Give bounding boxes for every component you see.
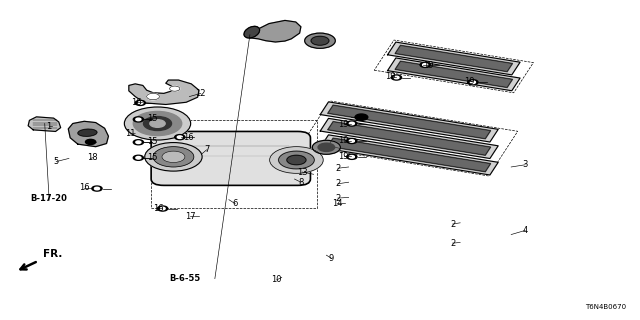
Circle shape <box>170 86 180 91</box>
Circle shape <box>136 141 141 143</box>
Circle shape <box>318 143 335 151</box>
Polygon shape <box>328 105 491 139</box>
Polygon shape <box>320 118 498 158</box>
Circle shape <box>312 140 340 154</box>
Polygon shape <box>68 121 108 147</box>
Text: 15: 15 <box>147 114 157 123</box>
Text: 6: 6 <box>232 199 238 208</box>
Text: 5: 5 <box>54 157 59 166</box>
Text: 19: 19 <box>464 77 474 86</box>
Ellipse shape <box>244 26 260 38</box>
Circle shape <box>349 156 355 158</box>
Circle shape <box>311 36 329 45</box>
Circle shape <box>420 62 430 68</box>
Polygon shape <box>320 135 498 175</box>
Circle shape <box>175 135 185 140</box>
Circle shape <box>138 102 143 104</box>
Circle shape <box>347 139 357 143</box>
Polygon shape <box>328 138 491 172</box>
Text: 19: 19 <box>385 72 396 81</box>
Circle shape <box>143 116 172 131</box>
Polygon shape <box>28 117 61 132</box>
Circle shape <box>347 154 357 159</box>
Polygon shape <box>395 45 513 72</box>
Text: 19: 19 <box>423 61 433 70</box>
Ellipse shape <box>78 129 97 136</box>
Circle shape <box>150 120 165 127</box>
Circle shape <box>147 93 159 100</box>
Circle shape <box>422 64 428 66</box>
Text: 18: 18 <box>87 153 98 162</box>
Text: 19: 19 <box>339 152 349 161</box>
Polygon shape <box>328 122 491 155</box>
Polygon shape <box>250 20 301 42</box>
Text: 19: 19 <box>339 120 349 129</box>
Text: 2: 2 <box>335 164 340 173</box>
Text: T6N4B0670: T6N4B0670 <box>585 304 626 310</box>
Circle shape <box>92 186 102 191</box>
Circle shape <box>269 147 323 173</box>
Text: 16: 16 <box>184 133 194 142</box>
Circle shape <box>177 136 182 139</box>
Circle shape <box>287 155 306 165</box>
FancyBboxPatch shape <box>151 132 310 185</box>
Text: 17: 17 <box>185 212 195 221</box>
Circle shape <box>349 122 355 125</box>
Circle shape <box>153 147 194 167</box>
Circle shape <box>133 140 143 145</box>
Circle shape <box>135 100 145 105</box>
Text: 15: 15 <box>147 153 157 162</box>
Text: B-6-55: B-6-55 <box>170 274 200 283</box>
Text: 2: 2 <box>450 220 455 228</box>
Circle shape <box>133 155 143 160</box>
Text: B-17-20: B-17-20 <box>31 194 68 203</box>
Text: 16: 16 <box>131 98 142 107</box>
Circle shape <box>133 111 182 136</box>
Text: 14: 14 <box>332 199 342 208</box>
Circle shape <box>470 81 476 84</box>
Text: 4: 4 <box>523 226 528 235</box>
Circle shape <box>349 140 355 142</box>
Circle shape <box>394 76 399 79</box>
Text: 1: 1 <box>46 122 51 131</box>
Polygon shape <box>395 61 513 88</box>
Circle shape <box>157 206 168 211</box>
Circle shape <box>347 121 357 126</box>
Text: 10: 10 <box>271 276 282 284</box>
Circle shape <box>355 114 368 120</box>
Circle shape <box>136 156 141 159</box>
Polygon shape <box>320 102 498 142</box>
Text: 2: 2 <box>450 239 455 248</box>
Text: 7: 7 <box>204 145 209 154</box>
Text: FR.: FR. <box>43 249 62 259</box>
Circle shape <box>86 140 96 144</box>
Circle shape <box>95 187 100 190</box>
Circle shape <box>305 33 335 48</box>
Text: 9: 9 <box>329 254 334 263</box>
Polygon shape <box>388 42 520 75</box>
Text: 19: 19 <box>339 136 349 146</box>
Text: 3: 3 <box>522 160 528 169</box>
Circle shape <box>162 151 185 163</box>
Text: 2: 2 <box>335 194 340 203</box>
Text: 13: 13 <box>297 168 307 177</box>
Circle shape <box>145 142 202 171</box>
Circle shape <box>392 75 401 80</box>
Circle shape <box>124 107 191 140</box>
Text: 8: 8 <box>298 178 303 187</box>
Circle shape <box>278 151 314 169</box>
Circle shape <box>136 118 141 121</box>
Circle shape <box>160 207 165 210</box>
Text: 16: 16 <box>79 183 90 192</box>
Circle shape <box>468 80 478 85</box>
Text: 2: 2 <box>335 179 340 188</box>
Text: 15: 15 <box>147 137 157 147</box>
Circle shape <box>133 117 143 122</box>
Text: 16: 16 <box>153 204 163 213</box>
Polygon shape <box>388 58 520 91</box>
Polygon shape <box>129 80 199 105</box>
Text: 12: 12 <box>196 89 206 98</box>
Text: 11: 11 <box>125 130 135 139</box>
